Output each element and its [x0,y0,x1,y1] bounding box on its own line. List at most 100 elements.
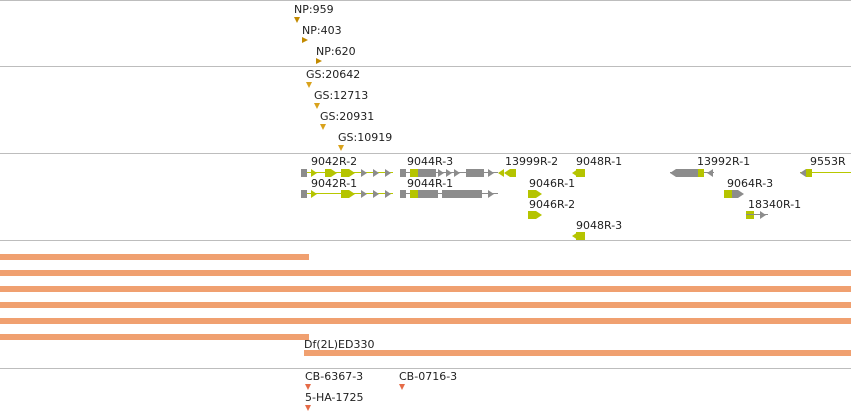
exon [400,190,406,198]
exon [400,169,406,177]
deficiency-bar[interactable] [0,286,851,292]
exon [572,232,578,240]
exon [732,190,738,198]
gs-marker-icon[interactable] [338,145,344,151]
exon [301,190,307,198]
gs-label[interactable]: GS:20931 [320,110,375,123]
gene-model[interactable] [400,169,498,177]
exon [438,169,444,177]
exon [576,169,585,177]
exon [676,169,698,177]
deficiency-bar[interactable] [0,270,851,276]
deficiency-bar[interactable] [0,254,309,260]
np-label[interactable]: NP:403 [302,24,342,37]
cb-label[interactable]: 5-HA-1725 [305,391,364,404]
exon [385,190,391,198]
gene-model[interactable] [528,211,542,219]
gs-label[interactable]: GS:10919 [338,131,393,144]
exon [331,169,337,177]
exon [488,190,494,198]
exon [528,190,536,198]
deficiency-label[interactable]: Df(2L)ED330 [304,338,375,351]
cb-marker-icon[interactable] [399,384,405,390]
intron-line [800,172,851,173]
gs-marker-icon[interactable] [320,124,326,130]
np-marker-icon[interactable] [302,37,308,43]
exon [738,190,744,198]
np-marker-icon[interactable] [294,17,300,23]
exon [349,169,355,177]
exon [576,232,585,240]
gene-model[interactable] [800,169,851,177]
cb-label[interactable]: CB-0716-3 [399,370,458,383]
exon [311,169,317,177]
gene-label[interactable]: 18340R-1 [748,198,802,211]
gene-label[interactable]: 9064R-3 [727,177,774,190]
intron-line [746,214,768,215]
exon [311,190,317,198]
exon [670,169,676,177]
exon [442,190,482,198]
gene-model[interactable] [498,169,520,177]
gene-label[interactable]: 9553R [810,155,846,168]
exon [572,169,578,177]
exon [488,169,494,177]
gene-label[interactable]: 13992R-1 [697,155,751,168]
exon [418,169,436,177]
deficiency-bar[interactable] [0,302,851,308]
np-track: NP:959 NP:403 NP:620 [0,0,851,67]
gene-model[interactable] [572,232,586,240]
gene-label[interactable]: 9046R-1 [529,177,576,190]
gene-label[interactable]: 9042R-2 [311,155,358,168]
exon [800,169,806,177]
np-label[interactable]: NP:959 [294,3,334,16]
gene-model[interactable] [400,190,498,198]
gs-marker-icon[interactable] [306,82,312,88]
exon [361,190,367,198]
gene-model[interactable] [724,190,746,198]
exon [510,169,516,177]
gene-label[interactable]: 9046R-2 [529,198,576,211]
exon [536,211,542,219]
gene-label[interactable]: 9048R-3 [576,219,623,232]
gene-model[interactable] [301,169,393,177]
exon [410,169,418,177]
cb-track: CB-6367-3 CB-0716-3 5-HA-1725 [0,368,851,415]
exon [806,169,812,177]
gene-model[interactable] [301,190,393,198]
deficiency-bar[interactable] [304,350,851,356]
exon [373,190,379,198]
gene-label[interactable]: 9048R-1 [576,155,623,168]
gene-model[interactable] [572,169,586,177]
gene-label[interactable]: 9044R-3 [407,155,454,168]
gene-label[interactable]: 13999R-2 [505,155,559,168]
exon [325,169,331,177]
deficiency-bar[interactable] [0,318,851,324]
exon [454,169,460,177]
exon [361,169,367,177]
cb-marker-icon[interactable] [305,384,311,390]
gs-track: GS:20642 GS:12713 GS:20931 GS:10919 [0,66,851,154]
gene-model[interactable] [670,169,714,177]
exon [301,169,307,177]
gene-model[interactable] [528,190,542,198]
exon [707,169,713,177]
gene-model[interactable] [746,211,768,219]
deficiency-track: Df(2L)ED330 [0,240,851,369]
gs-label[interactable]: GS:12713 [314,89,369,102]
exon [341,190,349,198]
exon [341,169,349,177]
gs-marker-icon[interactable] [314,103,320,109]
cb-label[interactable]: CB-6367-3 [305,370,364,383]
gs-label[interactable]: GS:20642 [306,68,361,81]
gene-label[interactable]: 9044R-1 [407,177,454,190]
gene-track: 9042R-2 9042R-1 9044R-3 9044R-1 [0,153,851,241]
exon [466,169,484,177]
cb-marker-icon[interactable] [305,405,311,411]
exon [536,190,542,198]
np-marker-icon[interactable] [316,58,322,64]
np-label[interactable]: NP:620 [316,45,356,58]
deficiency-bar[interactable] [0,334,309,340]
gene-label[interactable]: 9042R-1 [311,177,358,190]
exon [373,169,379,177]
